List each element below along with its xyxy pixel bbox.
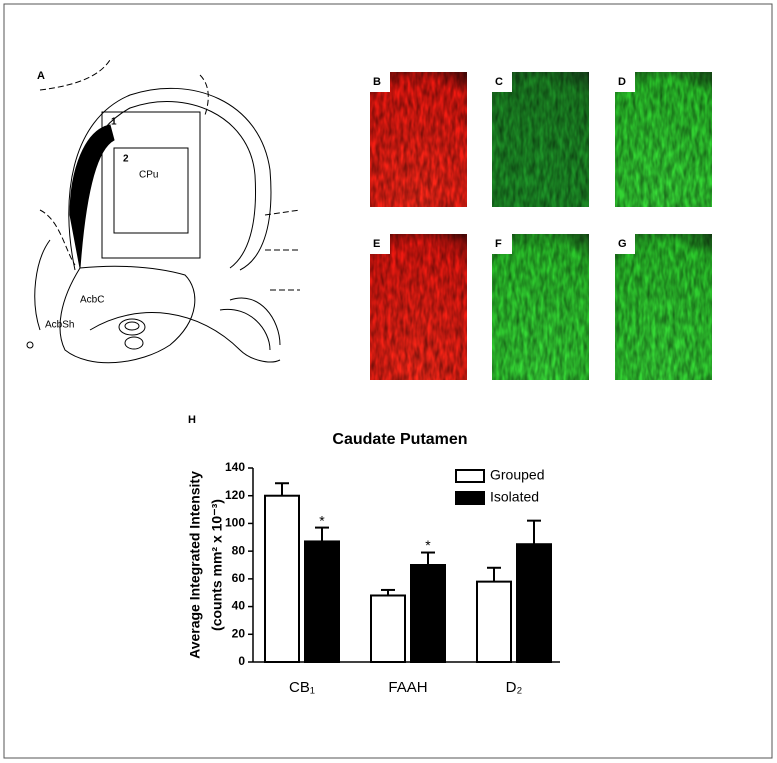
micrograph-texture — [492, 234, 589, 380]
panel-label-box — [370, 234, 390, 254]
panel-label: G — [618, 238, 627, 250]
panel-label-box — [492, 72, 512, 92]
diagram-label: AcbC — [80, 295, 104, 306]
panel-label: F — [495, 238, 502, 250]
significance-mark: * — [319, 512, 325, 528]
y-tick-label: 40 — [232, 599, 246, 613]
frame — [3, 3, 773, 759]
diagram-label: CPu — [139, 170, 158, 181]
y-tick-label: 120 — [225, 488, 245, 502]
micrograph-texture — [492, 72, 589, 207]
bar — [410, 564, 446, 663]
bar — [370, 594, 406, 663]
x-tick-label: D₂ — [506, 679, 523, 696]
panel-label-box — [615, 72, 635, 92]
legend-swatch — [455, 469, 485, 483]
legend-label: Grouped — [490, 467, 544, 483]
y-axis-label: (counts mm² x 10⁻³) — [209, 499, 225, 631]
panel-label-box — [615, 234, 635, 254]
x-tick-label: CB₁ — [289, 679, 315, 696]
x-tick-label: FAAH — [388, 679, 427, 696]
y-tick-label: 80 — [232, 543, 246, 557]
y-axis-label: Average Integrated Intensity — [187, 471, 203, 659]
diagram-label: AcbSh — [45, 320, 74, 331]
panel-label-box — [370, 72, 390, 92]
bar — [264, 494, 300, 664]
micrograph-texture — [615, 234, 712, 380]
legend-swatch — [455, 491, 485, 505]
micrograph-texture — [615, 72, 712, 207]
micrograph-texture — [370, 72, 467, 207]
micrograph-texture — [370, 234, 467, 380]
chart-title: Caudate Putamen — [332, 431, 467, 448]
panel-label: E — [373, 238, 380, 250]
diagram-label: 2 — [123, 154, 129, 165]
bar — [516, 543, 552, 664]
y-tick-label: 140 — [225, 460, 245, 474]
panel-label: H — [188, 414, 196, 426]
brain-diagram — [26, 59, 301, 364]
diagram-label: 1 — [111, 117, 117, 128]
panel-label: D — [618, 76, 626, 88]
legend-label: Isolated — [490, 489, 539, 505]
y-tick-label: 60 — [232, 571, 246, 585]
y-tick-label: 0 — [238, 654, 245, 668]
panel-label: C — [495, 76, 503, 88]
panel-label-box — [492, 234, 512, 254]
panel-label: B — [373, 76, 381, 88]
panel-label: A — [37, 70, 45, 82]
bar — [476, 580, 512, 664]
y-tick-label: 100 — [225, 516, 245, 530]
significance-mark: * — [425, 537, 431, 553]
bar — [304, 540, 340, 664]
y-tick-label: 20 — [232, 626, 246, 640]
